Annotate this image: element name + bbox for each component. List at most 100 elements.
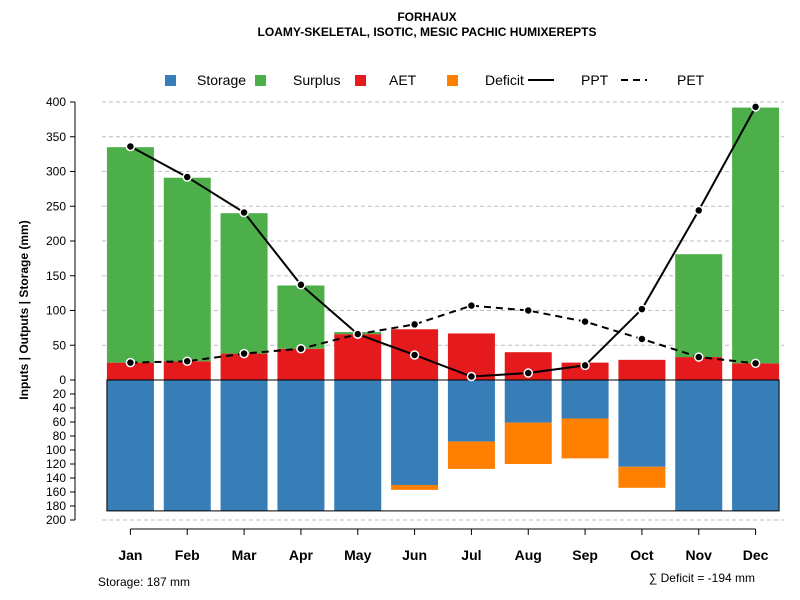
y-tick-label: 20 bbox=[53, 387, 67, 401]
ppt-point bbox=[637, 304, 647, 314]
ppt-point bbox=[296, 280, 306, 290]
y-tick-label: 150 bbox=[46, 269, 66, 283]
surplus-bar bbox=[277, 285, 325, 349]
month-label: Feb bbox=[175, 547, 200, 563]
deficit-bar bbox=[391, 485, 439, 490]
month-label: Jan bbox=[118, 547, 142, 563]
y-tick-label: 200 bbox=[46, 234, 66, 248]
month-label: Mar bbox=[232, 547, 257, 563]
pet-point bbox=[694, 352, 704, 362]
ppt-point bbox=[353, 329, 363, 339]
aet-bar bbox=[732, 363, 780, 380]
surplus-bar bbox=[220, 213, 268, 354]
storage-bar bbox=[561, 380, 609, 419]
aet-bar bbox=[334, 334, 382, 380]
month-label: Sep bbox=[572, 547, 598, 563]
aet-bar bbox=[618, 359, 666, 380]
ppt-point bbox=[239, 207, 249, 218]
ppt-line bbox=[129, 106, 757, 378]
storage-footer: Storage: 187 mm bbox=[98, 575, 190, 589]
storage-bar bbox=[618, 380, 666, 467]
chart-subtitle: LOAMY-SKELETAL, ISOTIC, MESIC PACHIC HUM… bbox=[258, 25, 597, 39]
month-label: Jun bbox=[402, 547, 427, 563]
pet-line bbox=[130, 304, 756, 365]
pet-point bbox=[466, 300, 477, 311]
aet-bar bbox=[106, 362, 154, 380]
pet-point bbox=[637, 334, 647, 344]
axes: 0501001502002503003504002040608010012014… bbox=[46, 95, 769, 563]
pet-point bbox=[523, 305, 533, 316]
legend-swatch bbox=[165, 75, 176, 86]
pet-point bbox=[580, 316, 590, 327]
pet-point bbox=[239, 348, 249, 359]
y-tick-label: 250 bbox=[46, 199, 66, 213]
storage-bar bbox=[106, 380, 154, 511]
deficit-bar bbox=[504, 422, 552, 464]
y-tick-label: 60 bbox=[53, 415, 67, 429]
y-tick-label: 160 bbox=[46, 485, 66, 499]
storage-bar bbox=[447, 380, 495, 442]
storage-bar bbox=[675, 380, 723, 511]
chart-title: FORHAUX bbox=[397, 10, 456, 24]
pet-point bbox=[409, 319, 420, 330]
month-label: Dec bbox=[743, 547, 769, 563]
aet-bar bbox=[277, 348, 325, 380]
y-tick-label: 300 bbox=[46, 165, 66, 179]
storage-bar bbox=[277, 380, 325, 511]
legend-label: Deficit bbox=[485, 72, 524, 88]
y-axis-label: Inputs | Outputs | Storage (mm) bbox=[17, 220, 31, 399]
ppt-point bbox=[466, 371, 477, 382]
ppt-point bbox=[125, 141, 136, 152]
surplus-bar bbox=[732, 107, 780, 364]
y-tick-label: 100 bbox=[46, 304, 66, 318]
y-tick-label: 200 bbox=[46, 513, 66, 527]
ppt-point bbox=[409, 350, 420, 360]
storage-bar bbox=[504, 380, 552, 423]
month-label: Nov bbox=[686, 547, 713, 563]
gridlines bbox=[102, 101, 784, 521]
ppt-point bbox=[750, 102, 761, 112]
pet-point bbox=[182, 356, 192, 366]
month-label: Jul bbox=[461, 547, 481, 563]
month-label: May bbox=[344, 547, 371, 563]
storage-bar bbox=[220, 380, 268, 511]
month-label: Aug bbox=[515, 547, 542, 563]
storage-bar bbox=[163, 380, 211, 511]
legend-label: PET bbox=[677, 72, 705, 88]
aet-bar bbox=[675, 357, 723, 380]
deficit-bar bbox=[447, 441, 495, 469]
legend-label: Surplus bbox=[293, 72, 340, 88]
ppt-point bbox=[523, 368, 533, 378]
legend-label: Storage bbox=[197, 72, 246, 88]
y-tick-label: 120 bbox=[46, 457, 66, 471]
legend-swatch bbox=[447, 75, 458, 86]
surplus-bar bbox=[163, 177, 211, 362]
deficit-bar bbox=[618, 466, 666, 488]
y-tick-label: 180 bbox=[46, 499, 66, 513]
legend-label: PPT bbox=[581, 72, 609, 88]
y-tick-label: 50 bbox=[53, 338, 67, 352]
y-tick-label: 80 bbox=[53, 429, 67, 443]
surplus-bar bbox=[106, 147, 154, 363]
y-tick-label: 140 bbox=[46, 471, 66, 485]
legend-swatch bbox=[255, 75, 266, 86]
storage-bar bbox=[391, 380, 439, 485]
y-tick-label: 400 bbox=[46, 95, 66, 109]
month-label: Oct bbox=[630, 547, 654, 563]
y-tick-label: 350 bbox=[46, 130, 66, 144]
pet-point bbox=[125, 357, 136, 368]
deficit-bar bbox=[561, 418, 609, 459]
storage-capacity-frame bbox=[106, 379, 780, 512]
pet-point bbox=[750, 358, 761, 369]
storage-bar bbox=[334, 380, 382, 511]
bars bbox=[106, 107, 780, 512]
pet-point bbox=[296, 343, 306, 354]
ppt-point bbox=[580, 360, 590, 371]
y-tick-label: 0 bbox=[59, 373, 66, 387]
month-label: Apr bbox=[289, 547, 314, 563]
ppt-point bbox=[182, 172, 192, 182]
storage-bar bbox=[732, 380, 780, 511]
legend-label: AET bbox=[389, 72, 417, 88]
ppt-point bbox=[694, 205, 704, 216]
